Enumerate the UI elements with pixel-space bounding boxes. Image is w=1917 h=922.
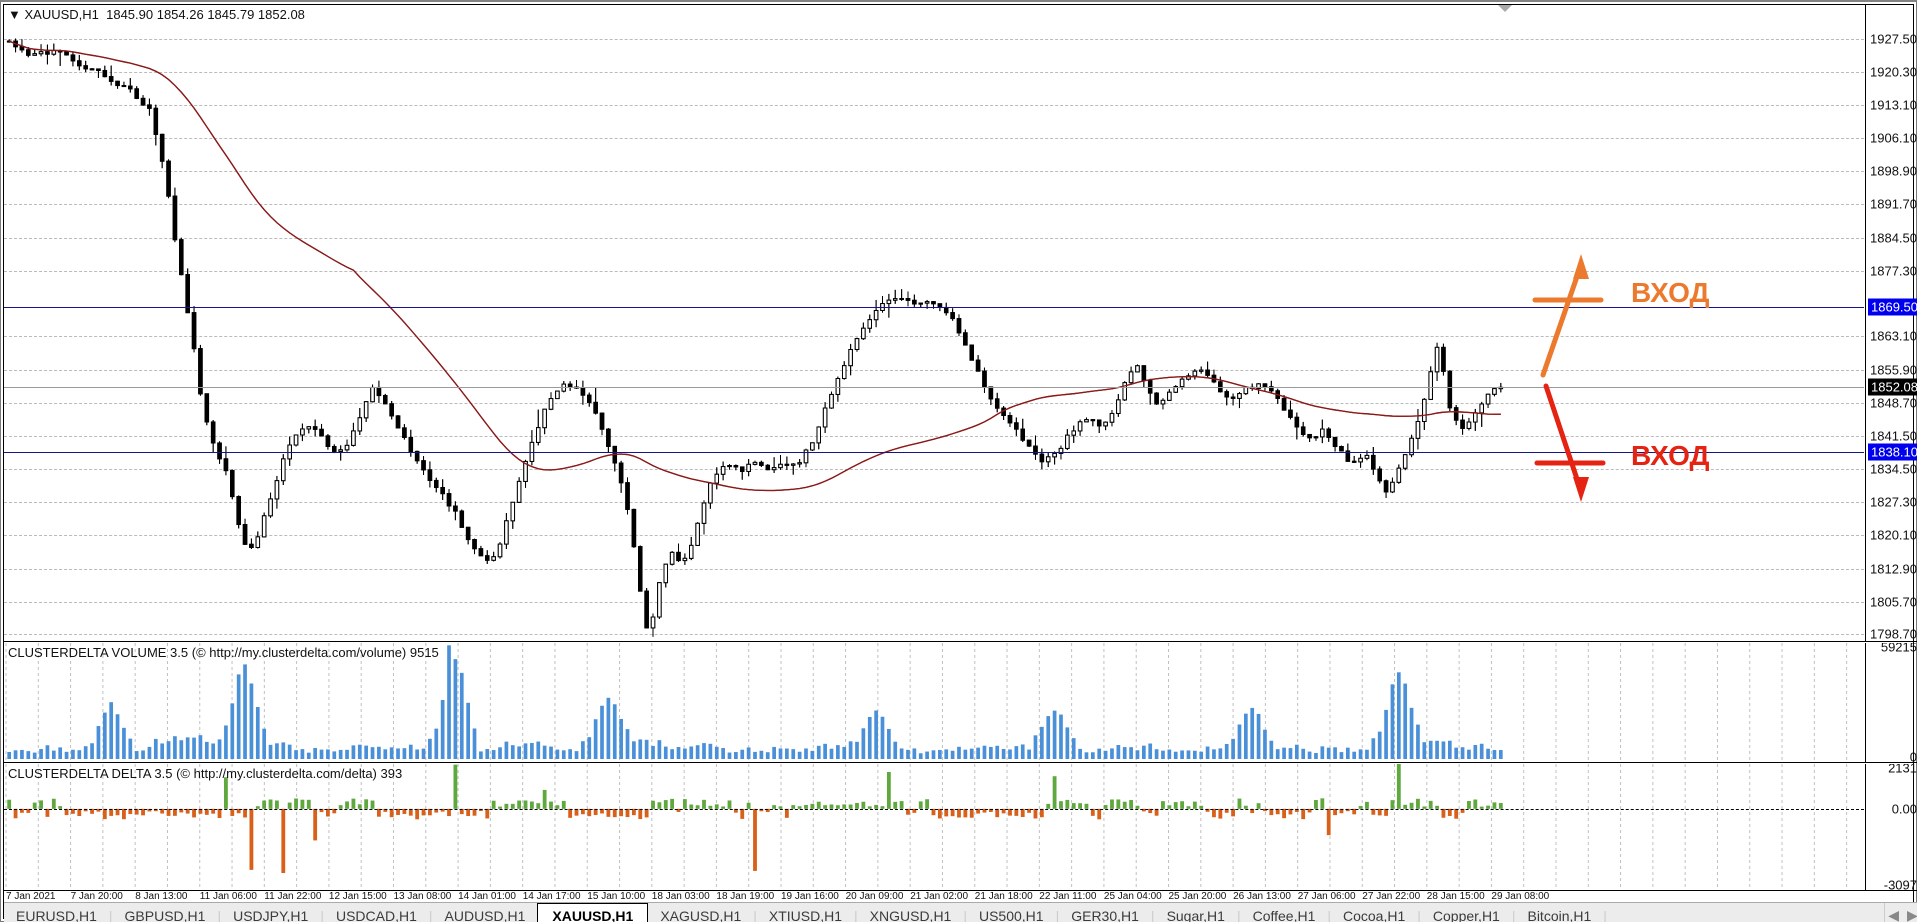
svg-text:ВХОД: ВХОД: [1631, 440, 1710, 471]
svg-text:ВХОД: ВХОД: [1631, 277, 1710, 308]
